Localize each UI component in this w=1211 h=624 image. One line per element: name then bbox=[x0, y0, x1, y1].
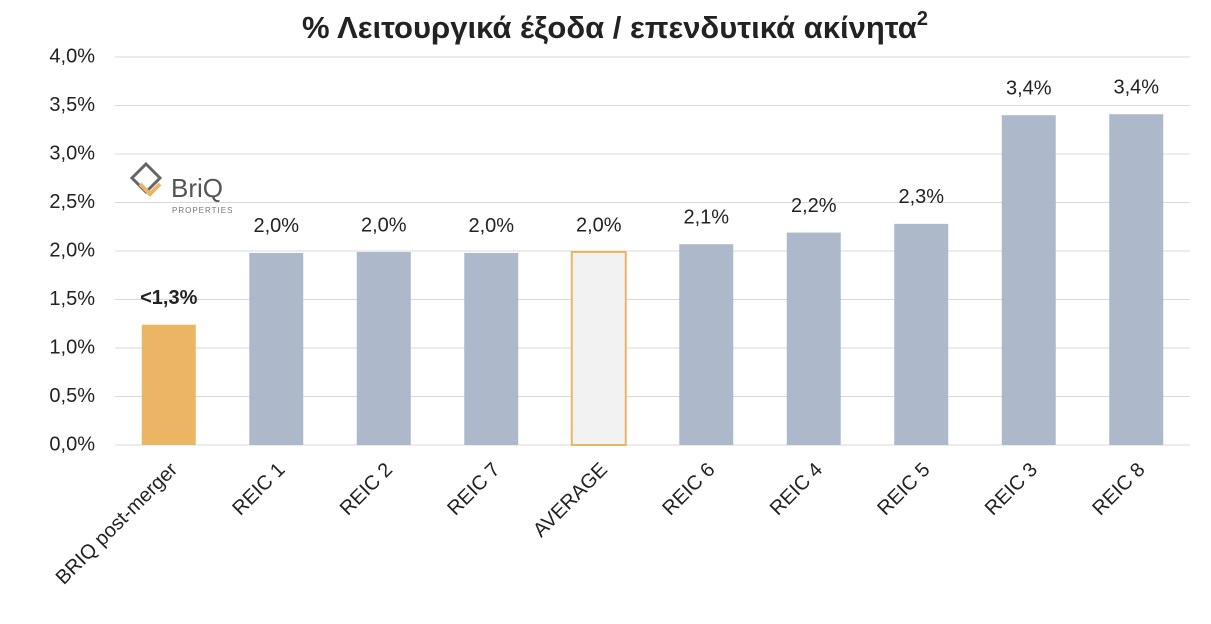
logo-icon-accent bbox=[138, 182, 162, 197]
logo-name: BriQ bbox=[171, 173, 223, 203]
x-tick-label: REIC 3 bbox=[981, 459, 1042, 520]
value-label: 2,2% bbox=[791, 195, 837, 217]
x-tick-label: REIC 6 bbox=[658, 459, 719, 520]
logo-tagline: PROPERTIES bbox=[172, 206, 233, 215]
y-tick-label: 3,0% bbox=[49, 142, 95, 164]
bar bbox=[786, 232, 841, 445]
x-tick-label: BRIQ post-merger bbox=[52, 458, 183, 589]
logo: BriQ PROPERTIES bbox=[129, 161, 233, 215]
bar bbox=[679, 244, 734, 445]
bar bbox=[894, 223, 949, 445]
y-tick-label: 0,5% bbox=[49, 385, 95, 407]
value-label: 2,0% bbox=[253, 215, 299, 237]
bar bbox=[1001, 115, 1056, 445]
x-tick-label: REIC 1 bbox=[228, 459, 289, 520]
x-tick-label: REIC 4 bbox=[766, 459, 827, 520]
bar bbox=[464, 252, 519, 445]
value-label: 2,1% bbox=[683, 206, 729, 228]
y-tick-label: 1,0% bbox=[49, 336, 95, 358]
x-tick-label: AVERAGE bbox=[529, 459, 612, 542]
x-tick-label: REIC 5 bbox=[873, 459, 934, 520]
y-tick-label: 3,5% bbox=[49, 94, 95, 116]
bar bbox=[1109, 114, 1164, 445]
value-label: <1,3% bbox=[140, 287, 197, 309]
value-label: 2,0% bbox=[576, 214, 622, 236]
y-tick-label: 2,5% bbox=[49, 191, 95, 213]
value-label: 3,4% bbox=[1006, 77, 1052, 99]
value-label: 2,3% bbox=[898, 186, 944, 208]
y-tick-label: 4,0% bbox=[49, 45, 95, 67]
y-tick-label: 1,5% bbox=[49, 288, 95, 310]
title-superscript: 2 bbox=[917, 8, 928, 30]
x-tick-label: REIC 7 bbox=[443, 459, 504, 520]
y-tick-label: 2,0% bbox=[49, 239, 95, 261]
bar bbox=[141, 324, 196, 445]
x-tick-label: REIC 2 bbox=[336, 459, 397, 520]
value-label: 2,0% bbox=[468, 215, 514, 237]
x-tick-label: REIC 8 bbox=[1088, 459, 1149, 520]
bar bbox=[570, 250, 627, 446]
bar bbox=[249, 252, 304, 445]
y-tick-label: 0,0% bbox=[49, 433, 95, 455]
title-text: % Λειτουργικά έξοδα / επενδυτικά ακίνητα bbox=[302, 10, 917, 45]
value-label: 2,0% bbox=[361, 214, 407, 236]
value-label: 3,4% bbox=[1113, 77, 1159, 99]
bar bbox=[356, 251, 411, 445]
chart-title: % Λειτουργικά έξοδα / επενδυτικά ακίνητα… bbox=[302, 8, 928, 45]
